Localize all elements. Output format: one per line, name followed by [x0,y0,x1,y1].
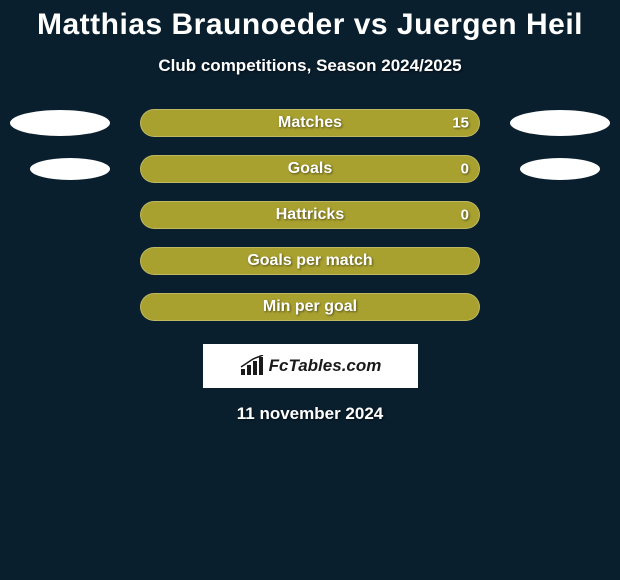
stat-bar: Min per goal [140,293,480,321]
stat-row: Hattricks 0 [0,192,620,238]
right-marker-ellipse [510,110,610,136]
stat-bar: Hattricks 0 [140,201,480,229]
snapshot-date: 11 november 2024 [0,404,620,424]
comparison-chart: Matches 15 Goals 0 Hattricks 0 Goals per… [0,100,620,330]
stat-value: 0 [461,161,469,178]
page-subtitle: Club competitions, Season 2024/2025 [0,56,620,76]
left-marker-ellipse [10,110,110,136]
bar-chart-icon [239,355,265,377]
stat-value: 15 [452,115,469,132]
stat-label: Goals [141,160,479,178]
stat-bar: Goals per match [140,247,480,275]
branding-text: FcTables.com [269,356,382,376]
stat-row: Goals per match [0,238,620,284]
stat-value: 0 [461,207,469,224]
stat-row: Min per goal [0,284,620,330]
stat-bar: Matches 15 [140,109,480,137]
stat-bar: Goals 0 [140,155,480,183]
stat-label: Matches [141,114,479,132]
stat-row: Goals 0 [0,146,620,192]
stat-label: Hattricks [141,206,479,224]
stat-row: Matches 15 [0,100,620,146]
left-marker-ellipse [30,158,110,180]
right-marker-ellipse [520,158,600,180]
stat-label: Min per goal [141,298,479,316]
stat-label: Goals per match [141,252,479,270]
branding-badge: FcTables.com [203,344,418,388]
page-title: Matthias Braunoeder vs Juergen Heil [0,0,620,42]
